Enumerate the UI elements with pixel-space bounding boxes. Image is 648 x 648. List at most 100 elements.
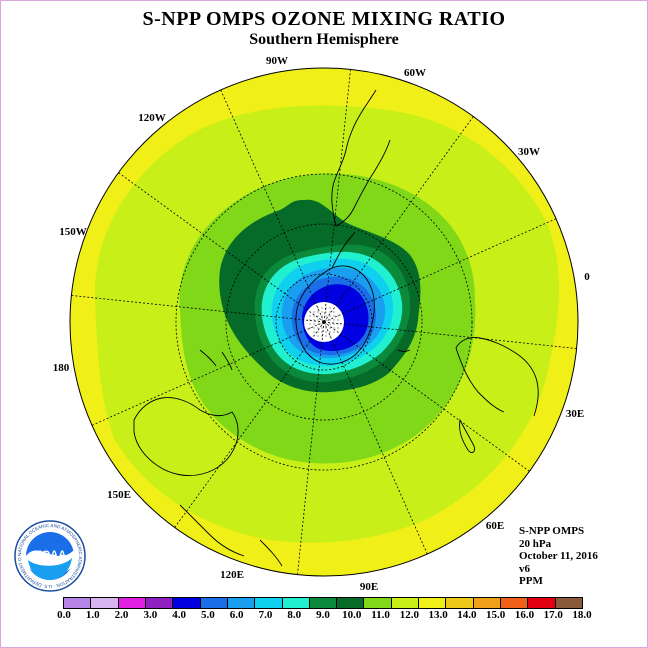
pole-dot [313, 327, 315, 329]
pole-dot [309, 315, 311, 317]
pole-dot [325, 327, 327, 329]
info-level: 20 hPa [519, 537, 552, 550]
pole-dot [329, 335, 331, 337]
info-block: S-NPP OMPS 20 hPa October 11, 2016 v6 PP… [519, 525, 598, 588]
colorbar-tick-label: 18.0 [572, 609, 592, 621]
info-date: October 11, 2016 [519, 550, 598, 562]
pole-dot [337, 319, 339, 321]
colorbar-swatch [227, 598, 256, 608]
pole-dot [325, 307, 327, 309]
colorbar-swatch [173, 598, 201, 608]
colorbar-swatch [200, 598, 228, 608]
colorbar-swatch [64, 598, 92, 608]
pole-dot [329, 327, 331, 329]
coastline-new-zealand [199, 349, 233, 371]
colorbar-swatch [473, 598, 501, 608]
pole-dot [321, 311, 323, 313]
colorbar-tick-label: 0.0 [57, 609, 71, 621]
colorbar-tick-label: 10.0 [342, 609, 362, 621]
coastline-south-georgia [397, 349, 411, 352]
pole-dot [317, 323, 319, 325]
pole-dot [337, 327, 339, 329]
pole-dot [325, 335, 327, 337]
coastline-antarctica [295, 265, 375, 365]
pole-dot [313, 315, 315, 317]
longitude-label: 30W [518, 146, 540, 158]
colorbar-tick-label: 5.0 [201, 609, 215, 621]
latitude-circle [225, 223, 423, 421]
colorbar-swatch [419, 598, 447, 608]
pole-dot [309, 319, 311, 321]
colorbar-tick-label: 14.0 [457, 609, 477, 621]
colorbar [63, 597, 583, 609]
colorbar-tick-label: 3.0 [143, 609, 158, 621]
pole-dot [317, 307, 319, 309]
pole-dot [325, 315, 327, 317]
longitude-label: 180 [53, 362, 70, 374]
colorbar-swatch [528, 598, 556, 608]
pole-dot [309, 327, 311, 329]
pole-dot [333, 323, 335, 325]
colorbar-tick-label: 17.0 [543, 609, 563, 621]
pole-dot [321, 307, 323, 309]
pole-dot [325, 319, 327, 321]
pole-dot [329, 315, 331, 317]
coastline-south-america [331, 89, 391, 227]
colorbar-tick-label: 4.0 [172, 609, 186, 621]
noaa-logo: NOAA NATIONAL OCEANIC AND ATMOSPHERIC AD… [14, 520, 86, 592]
colorbar-tick-label: 16.0 [514, 609, 535, 621]
page-subtitle: Southern Hemisphere [249, 31, 399, 48]
colorbar-swatch [282, 598, 310, 608]
pole-dot [313, 331, 315, 333]
pole-dot [321, 335, 323, 337]
pole-dot [309, 323, 311, 325]
page-title: S-NPP OMPS OZONE MIXING RATIO [142, 8, 506, 30]
pole-dot [317, 335, 319, 337]
colorbar-swatch [91, 598, 119, 608]
colorbar-swatch [309, 598, 338, 608]
longitude-label: 60W [404, 67, 426, 79]
coastline-australia [133, 397, 239, 477]
coastline-antarctic-peninsula [331, 231, 356, 269]
pole-dot [317, 311, 319, 313]
pole-dots [309, 307, 339, 337]
colorbar-tick-label: 12.0 [399, 609, 419, 621]
pole-dot [313, 323, 315, 325]
coastline-madagascar [459, 418, 475, 453]
pole-dot [317, 327, 319, 329]
longitude-labels: 90W 60W 30W 0 30E 60E 90E 120E 150E 180 150W 120W [53, 55, 591, 593]
colorbar-ticks: 0.0 1.0 2.0 3.0 4.0 5.0 6.0 7.0 8.0 9.0 10.0 11.0 12… [57, 609, 592, 623]
pole-dot [333, 331, 335, 333]
map-boundary [69, 67, 579, 577]
pole-dot [333, 327, 335, 329]
pole-dot [317, 331, 319, 333]
pole-dot [333, 311, 335, 313]
pole-dot [321, 327, 323, 329]
pole-dot [321, 323, 323, 325]
pole-dot [329, 323, 331, 325]
colorbar-tick-label: 11.0 [371, 609, 390, 621]
pole-dot [317, 319, 319, 321]
pole-dot [329, 331, 331, 333]
colorbar-tick-label: 2.0 [114, 609, 129, 621]
longitude-label: 90E [360, 581, 378, 593]
pole-dot [337, 323, 339, 325]
longitude-label: 120W [138, 112, 166, 124]
pole-dot [329, 307, 331, 309]
colorbar-swatch [364, 598, 392, 608]
pole-dot [317, 315, 319, 317]
colorbar-tick-label: 13.0 [428, 609, 448, 621]
info-units: PPM [519, 575, 543, 587]
colorbar-swatch [145, 598, 174, 608]
colorbar-swatch [555, 598, 582, 608]
coastline-africa [455, 337, 539, 417]
pole-dot [325, 331, 327, 333]
colorbar-tick-label: 7.0 [258, 609, 273, 621]
colorbar-swatch [255, 598, 283, 608]
info-version: v6 [519, 562, 530, 575]
colorbar-swatch [118, 598, 146, 608]
longitude-label: 150W [59, 226, 87, 238]
colorbar-tick-label: 9.0 [316, 609, 330, 621]
pole-dot [329, 311, 331, 313]
